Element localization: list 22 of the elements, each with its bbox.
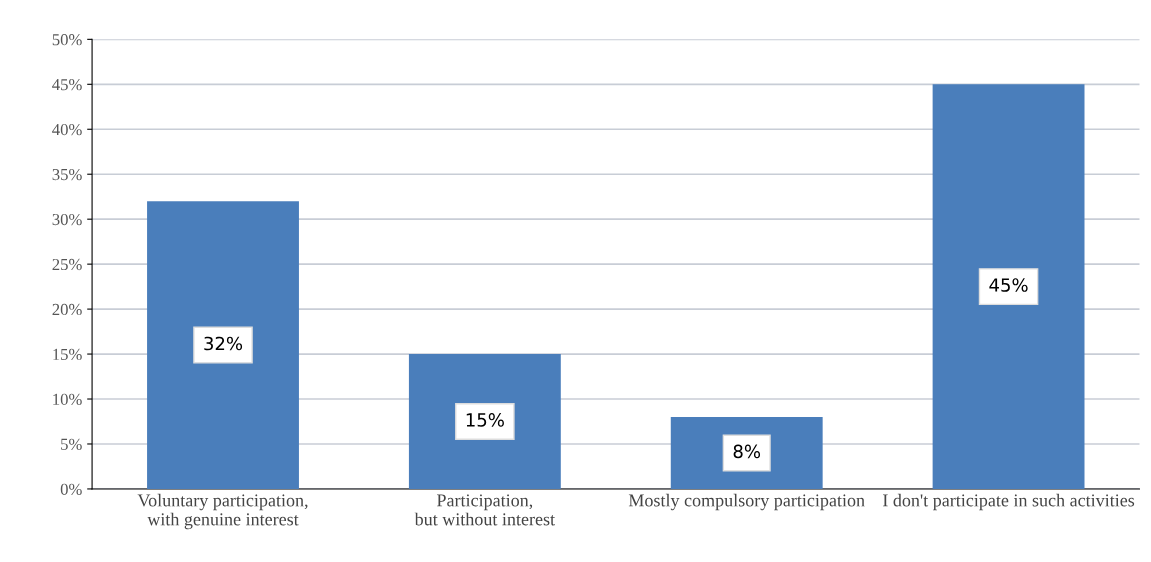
data-label: 32% [204, 336, 243, 351]
y-tick-label: 35% [52, 168, 82, 181]
y-tick-label: 10% [53, 393, 82, 406]
y-tick-label: 20% [52, 303, 82, 316]
y-tick-label: 50% [52, 34, 82, 46]
y-tick-label: 30% [52, 213, 82, 226]
data-label: 15% [466, 413, 504, 427]
data-label: 45% [989, 278, 1028, 292]
y-tick-label: 25% [52, 258, 82, 271]
y-tick-label: 15% [53, 348, 82, 361]
y-tick-label: 5% [61, 438, 82, 450]
bar [147, 201, 299, 489]
data-label: 8% [733, 444, 761, 459]
bar [408, 354, 561, 489]
x-tick-label: Mostly compulsory participation [628, 493, 865, 511]
x-tick-label: I don't participate in such activities [882, 493, 1135, 511]
y-tick-label: 40% [52, 123, 82, 136]
x-tick-label: Voluntary participation, with genuine interest [137, 493, 308, 530]
y-tick-label: 45% [52, 79, 82, 91]
x-tick-label: Participation, but without interest [414, 494, 555, 526]
y-tick-label: 0% [60, 483, 82, 495]
bar [932, 84, 1085, 489]
